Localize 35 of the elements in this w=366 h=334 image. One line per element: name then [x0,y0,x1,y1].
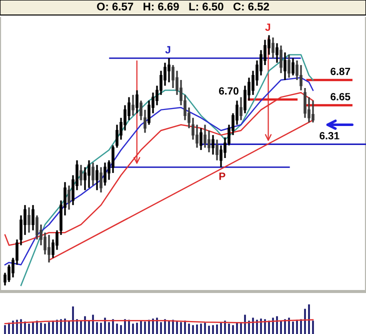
annotation: J [265,24,270,31]
candlestick [96,164,98,191]
candlestick [100,166,102,194]
candlestick [240,96,242,121]
candlestick [104,162,106,186]
candlestick [68,184,70,210]
ref-line-label: 6.31 [320,132,340,140]
candlestick [292,57,294,76]
candlestick [300,64,302,92]
candlestick [92,162,94,186]
candlestick [272,36,274,60]
candlestick [80,164,82,186]
candlestick [280,44,282,74]
candlestick [304,87,306,119]
annotation: J [165,46,170,54]
candlestick [32,204,34,232]
candlestick [216,138,218,162]
candlestick [168,57,170,84]
candlestick [284,52,286,81]
candlestick [200,127,202,151]
candlestick [288,54,290,79]
candlestick [28,206,30,234]
candlestick [136,89,138,114]
candlestick [276,42,278,64]
annotation: P [219,172,226,180]
candlestick [48,234,50,264]
chart-title: O: 6.57 H: 6.69 L: 6.50 C: 6.52 [97,2,270,10]
candlestick [312,100,314,124]
ref-line-label: 6.70 [218,87,238,95]
candlestick [132,94,134,116]
ref-line-label: 6.87 [330,68,350,76]
ref-line-label: 6.65 [330,93,350,100]
candlestick [212,134,214,156]
candlestick [88,159,90,189]
candlestick [204,124,206,149]
